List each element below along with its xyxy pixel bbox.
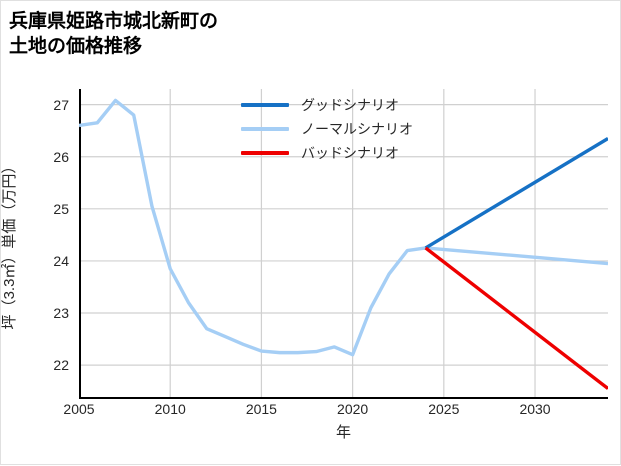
series-line — [424, 137, 608, 250]
legend-color-swatch — [241, 103, 289, 107]
chart-legend: グッドシナリオ ノーマルシナリオ バッドシナリオ — [241, 93, 471, 165]
x-tick-label: 2025 — [428, 401, 460, 417]
y-tick-label: 26 — [53, 148, 69, 165]
series-line — [79, 98, 608, 357]
x-tick-label: 2005 — [63, 401, 95, 417]
x-axis-label: 年 — [335, 424, 351, 441]
legend-item[interactable]: グッドシナリオ — [241, 93, 471, 117]
y-tick-label: 24 — [53, 252, 69, 269]
x-tick-label: 2030 — [519, 401, 551, 417]
legend-item-label: グッドシナリオ — [301, 97, 399, 113]
series-line — [424, 246, 608, 390]
x-tick-label: 2020 — [337, 401, 369, 417]
plot-area — [79, 89, 608, 399]
plot-lines — [79, 89, 608, 399]
y-tick-label: 25 — [53, 200, 69, 217]
chart-title: 兵庫県姫路市城北新町の 土地の価格推移 — [9, 11, 219, 58]
y-axis-label: 坪（3.3㎡）単価（万円） — [1, 158, 18, 330]
x-tick-label: 2010 — [154, 401, 186, 417]
legend-color-swatch — [241, 151, 289, 155]
y-tick-label: 23 — [53, 305, 69, 322]
legend-item[interactable]: ノーマルシナリオ — [241, 117, 471, 141]
legend-color-swatch — [241, 127, 289, 131]
y-tick-label: 27 — [53, 96, 69, 113]
x-tick-label: 2015 — [245, 401, 277, 417]
legend-item-label: バッドシナリオ — [301, 145, 399, 161]
legend-item[interactable]: バッドシナリオ — [241, 141, 471, 165]
y-tick-label: 22 — [53, 357, 69, 374]
legend-item-label: ノーマルシナリオ — [301, 121, 413, 137]
